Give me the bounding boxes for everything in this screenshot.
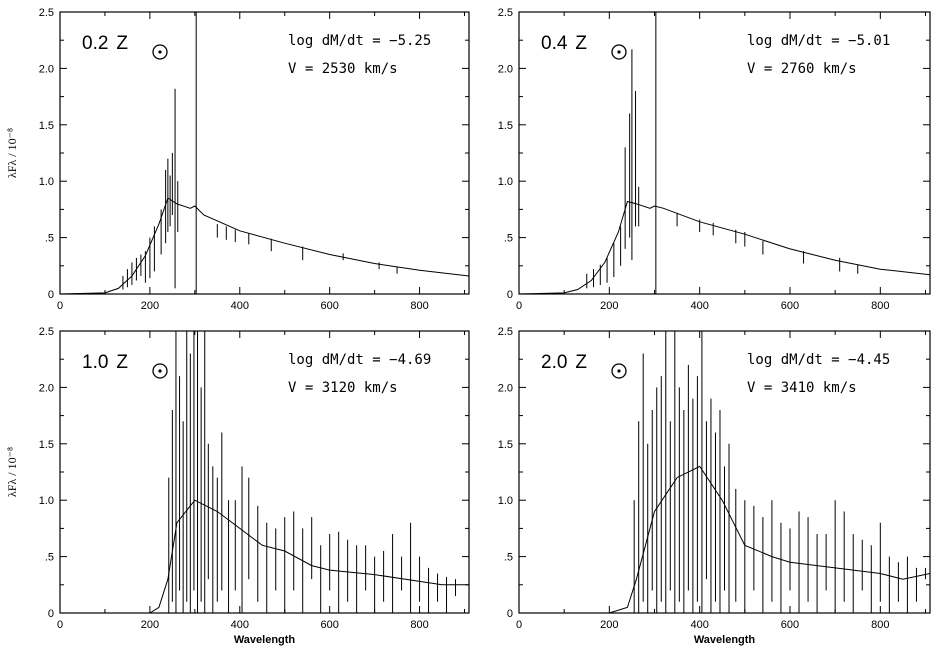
- mass-loss-label: log dM/dt = −4.69: [288, 352, 431, 368]
- x-tick-label: 0: [516, 619, 522, 631]
- x-tick-label: 400: [231, 619, 249, 631]
- spectrum-continuum: [60, 499, 469, 613]
- metallicity-label: 2.0 Z: [541, 352, 587, 373]
- y-axis-label: λFλ / 10⁻⁸: [5, 128, 19, 178]
- x-tick-label: 0: [57, 300, 63, 312]
- x-tick-label: 800: [871, 619, 889, 631]
- spectrum-continuum: [519, 200, 930, 294]
- y-tick-label: 2.5: [39, 326, 54, 338]
- metallicity-unit: Z: [575, 352, 587, 373]
- plot-area: [60, 12, 469, 294]
- x-tick-label: 200: [600, 619, 618, 631]
- solar-symbol-dot: [617, 50, 621, 54]
- x-tick-label: 600: [320, 619, 338, 631]
- x-tick-label: 400: [690, 619, 708, 631]
- y-axis-label: λFλ / 10⁻⁸: [5, 447, 19, 497]
- y-tick-label: 1.5: [39, 120, 54, 132]
- y-tick-label: 1.5: [498, 439, 513, 451]
- plot-frame: [59, 11, 470, 295]
- metallicity-label: 0.4 Z: [541, 33, 587, 54]
- x-tick-label: 600: [320, 300, 338, 312]
- x-tick-label: 800: [410, 300, 428, 312]
- y-tick-label: .5: [45, 552, 54, 564]
- metallicity-label: 1.0 Z: [82, 352, 128, 373]
- solar-symbol-dot: [617, 369, 621, 373]
- velocity-label: V = 2760 km/s: [747, 61, 857, 77]
- velocity-label: V = 3410 km/s: [747, 380, 857, 396]
- y-tick-label: 2.5: [39, 7, 54, 19]
- x-tick-label: 200: [600, 300, 618, 312]
- y-tick-label: 2.5: [498, 7, 513, 19]
- y-tick-label: 2.5: [498, 326, 513, 338]
- velocity-label: V = 3120 km/s: [288, 380, 398, 396]
- x-tick-label: 200: [141, 619, 159, 631]
- y-tick-label: 1.0: [39, 176, 54, 188]
- mass-loss-label: log dM/dt = −4.45: [747, 352, 890, 368]
- y-tick-label: 1.0: [39, 495, 54, 507]
- y-tick-label: 1.5: [39, 439, 54, 451]
- x-tick-label: 800: [410, 619, 428, 631]
- mass-loss-label: log dM/dt = −5.01: [747, 33, 890, 49]
- x-tick-label: 600: [781, 619, 799, 631]
- solar-symbol-icon: [152, 363, 168, 379]
- x-tick-label: 0: [516, 300, 522, 312]
- plot-area: [60, 331, 469, 613]
- x-tick-label: 600: [781, 300, 799, 312]
- metallicity-unit: Z: [116, 33, 128, 54]
- y-tick-label: 0: [48, 608, 54, 620]
- solar-symbol-icon: [152, 44, 168, 60]
- metallicity-value: 1.0: [82, 352, 108, 373]
- x-tick-label: 400: [231, 300, 249, 312]
- y-tick-label: 1.0: [498, 495, 513, 507]
- solar-symbol-icon: [611, 363, 627, 379]
- y-tick-label: .5: [504, 233, 513, 245]
- plot-area: [519, 12, 930, 294]
- x-tick-label: 200: [141, 300, 159, 312]
- x-axis-label: Wavelength: [234, 634, 296, 646]
- x-tick-label: 800: [871, 300, 889, 312]
- y-tick-label: 0: [507, 608, 513, 620]
- metallicity-label: 0.2 Z: [82, 33, 128, 54]
- y-tick-label: 2.0: [39, 63, 54, 75]
- metallicity-value: 0.2: [82, 33, 108, 54]
- y-tick-label: .5: [45, 233, 54, 245]
- mass-loss-label: log dM/dt = −5.25: [288, 33, 431, 49]
- y-tick-label: 1.0: [498, 176, 513, 188]
- spectrum-continuum: [519, 465, 930, 613]
- y-tick-label: 2.0: [39, 382, 54, 394]
- solar-symbol-icon: [611, 44, 627, 60]
- spectrum-continuum: [60, 197, 469, 294]
- y-tick-label: 2.0: [498, 382, 513, 394]
- plot-frame: [518, 11, 931, 295]
- x-tick-label: 0: [57, 619, 63, 631]
- x-axis-label: Wavelength: [694, 634, 756, 646]
- y-tick-label: 1.5: [498, 120, 513, 132]
- velocity-label: V = 2530 km/s: [288, 61, 398, 77]
- plot-area: [519, 331, 930, 613]
- metallicity-value: 2.0: [541, 352, 567, 373]
- y-tick-label: 0: [507, 289, 513, 301]
- metallicity-unit: Z: [116, 352, 128, 373]
- solar-symbol-dot: [158, 369, 162, 373]
- plot-frame: [59, 330, 470, 614]
- y-tick-label: 2.0: [498, 63, 513, 75]
- solar-symbol-dot: [158, 50, 162, 54]
- x-tick-label: 400: [690, 300, 708, 312]
- metallicity-unit: Z: [575, 33, 587, 54]
- metallicity-value: 0.4: [541, 33, 568, 54]
- y-tick-label: 0: [48, 289, 54, 301]
- y-tick-label: .5: [504, 552, 513, 564]
